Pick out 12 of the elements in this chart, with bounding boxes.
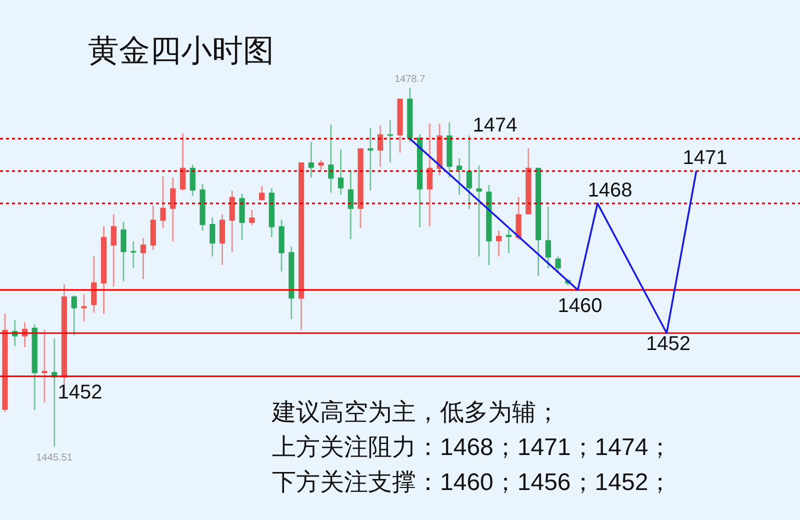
chart-title: 黄金四小时图 xyxy=(88,32,274,71)
ref-line-label: 1474 xyxy=(472,114,518,137)
annotation: 1445.51 xyxy=(36,452,73,464)
annotation: 1452 xyxy=(646,333,690,356)
ref-line-label: 1460 xyxy=(558,294,602,317)
ref-line-label: 1452 xyxy=(58,381,102,404)
ref-line-label: 1468 xyxy=(588,179,632,202)
annotation: 1478.7 xyxy=(394,74,426,85)
annotation: 上方关注阻力：1468；1471；1474； xyxy=(272,433,672,463)
text: 下方关注支撑：1460；1456；1452； xyxy=(272,468,672,498)
annotation: 建议高空为主，低多为辅； xyxy=(272,398,560,428)
ref-line-label: 1471 xyxy=(682,147,728,170)
